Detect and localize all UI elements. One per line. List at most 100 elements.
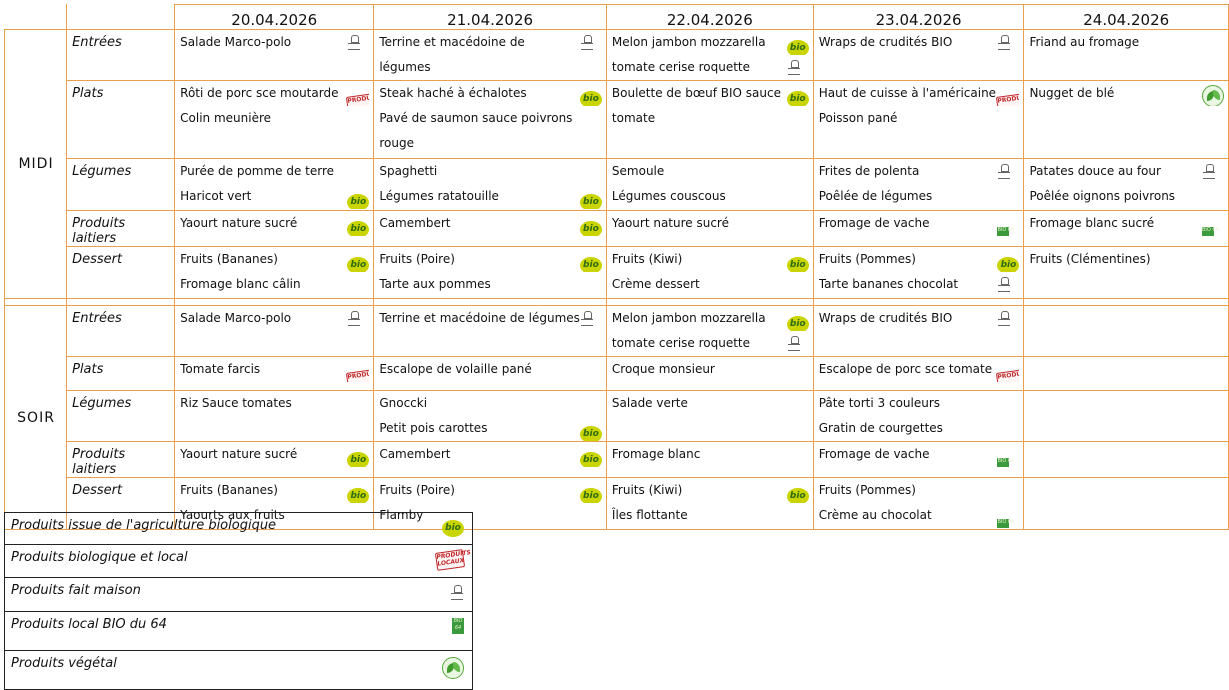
icon-slot: bio	[347, 482, 370, 503]
legend-icon-slot	[442, 657, 464, 683]
bio-icon: bio	[786, 488, 809, 503]
icon-slot: bio	[579, 446, 602, 467]
legend-item: Produits fait maison	[4, 577, 473, 612]
menu-cell: Yaourt nature sucré	[605, 210, 814, 247]
menu-cell: Spaghetti Légumes ratatouille bio	[373, 158, 607, 211]
dish-item: Croque monsieur	[612, 358, 809, 383]
icon-slot: bio	[786, 251, 809, 272]
menu-cell	[1023, 356, 1229, 391]
dish-name: Boulette de bœuf BIO sauce	[611, 86, 781, 100]
icon-slot	[787, 59, 807, 76]
dish-name: Wraps de crudités BIO	[818, 311, 953, 325]
separator-row	[3, 298, 1229, 306]
dish-item: Légumes couscous	[612, 184, 809, 209]
bio-icon: bio	[579, 194, 602, 209]
dish-item: Poêlée oignons poivrons	[1029, 184, 1224, 209]
bio-icon: bio	[347, 452, 370, 467]
soir-label: SOIR	[3, 305, 68, 530]
icon-slot: bio	[579, 420, 602, 441]
fait-maison-icon	[997, 276, 1011, 292]
dish-item: Fruits (Bananes) bio	[180, 479, 370, 503]
dish-name: Fruits (Pommes)	[818, 483, 916, 497]
dish-item: Yaourt nature sucré	[612, 212, 809, 237]
dish-item: Escalope de volaille pané	[379, 358, 602, 383]
dish-item: Pâte torti 3 couleurs	[819, 392, 1020, 417]
icon-slot	[997, 276, 1017, 293]
menu-cell	[1023, 390, 1229, 442]
dish-name: Melon jambon mozzarella	[611, 35, 766, 49]
menu-cell: Fruits (Kiwi) bio Crème dessert	[605, 246, 814, 299]
soir-row-0: SOIR Entrées Salade Marco-polo Terrine et m…	[3, 305, 1229, 530]
icon-slot: PRODUITS LOCAUX	[346, 361, 370, 382]
menu-cell: Melon jambon mozzarella bio tomate cerise …	[605, 305, 814, 357]
midi-row-4: Dessert Fruits (Bananes) bio Fromage blanc …	[5, 246, 1229, 299]
dish-item: légumes	[379, 55, 602, 80]
dish-name: Poisson pané	[818, 111, 898, 125]
dish-name: Fruits (Poire)	[379, 252, 455, 266]
date-header-row: 20.04.2026 21.04.2026 22.04.2026 23.04.2026…	[3, 4, 1229, 30]
category-label: Entrées	[66, 305, 176, 357]
icon-slot: bio	[347, 188, 370, 209]
category-label: Plats	[66, 80, 176, 159]
dish-name: Riz Sauce tomates	[180, 396, 292, 410]
bio-icon: bio	[786, 316, 809, 331]
dish-name: Rôti de porc sce moutarde	[180, 86, 339, 100]
icon-slot: PRODUITS LOCAUX	[346, 85, 370, 106]
menu-cell: Patates douce au four Poêlée oignons poiv…	[1023, 158, 1229, 211]
menu-cell: Friand au fromage	[1023, 29, 1229, 81]
menu-cell	[1023, 441, 1229, 478]
dish-name: Purée de pomme de terre	[180, 164, 335, 178]
dish-item: Steak haché à échalotes bio	[379, 82, 602, 106]
fait-maison-icon	[997, 163, 1011, 179]
bio-icon: bio	[579, 221, 602, 236]
date-header: 24.04.2026	[1023, 4, 1229, 30]
category-label: Plats	[66, 356, 176, 391]
legend-row: Produits fait maison	[4, 577, 473, 612]
icon-slot: BIO 64	[997, 446, 1017, 467]
dish-item: Boulette de bœuf BIO sauce bio	[611, 82, 809, 106]
dish-name: Gratin de courgettes	[818, 421, 943, 435]
fait-maison-icon	[997, 310, 1011, 326]
menu-cell: Fromage de vache BIO 64	[812, 210, 1025, 247]
dish-item: Fruits (Poire) bio	[379, 479, 602, 503]
menu-cell: Fruits (Clémentines)	[1023, 246, 1229, 299]
dish-item: Fruits (Poire) bio	[379, 248, 602, 272]
menu-cell: Salade Marco-polo	[174, 29, 375, 81]
fait-maison-icon	[580, 34, 594, 50]
separator-cell	[1023, 298, 1229, 306]
bio-icon: bio	[579, 426, 602, 441]
dish-name: Fruits (Pommes)	[818, 252, 916, 266]
menu-cell: Yaourt nature sucré bio	[174, 441, 375, 478]
legend-label: Produits issue de l'agriculture biologiq…	[11, 518, 277, 533]
header-blank	[3, 4, 68, 30]
dish-name: Nugget de blé	[1029, 86, 1115, 100]
legend-icon-slot	[450, 584, 464, 604]
dish-name: tomate	[611, 111, 656, 125]
dish-item: Pavé de saumon sauce poivrons	[379, 106, 602, 131]
separator-cell	[812, 298, 1025, 306]
dish-name: Camembert	[379, 216, 451, 230]
bio-icon: bio	[786, 40, 809, 55]
bio-64-icon: BIO 64	[452, 618, 464, 634]
dish-name: Tomate farcis	[180, 362, 261, 376]
legend-row: Produits issue de l'agriculture biologiq…	[4, 512, 473, 545]
date-header: 22.04.2026	[605, 4, 814, 30]
bio-64-icon: BIO 64	[1202, 227, 1219, 236]
legend-item: Produits végétal	[4, 650, 473, 690]
menu-cell: Melon jambon mozzarella bio tomate cerise …	[605, 29, 814, 81]
menu-cell: Frites de polenta Poêlée de légumes	[812, 158, 1025, 211]
menu-cell: Fruits (Poire) bio Flamby	[373, 477, 607, 530]
dish-name: Salade Marco-polo	[180, 311, 292, 325]
dish-item: Spaghetti	[379, 160, 602, 185]
separator-cell	[3, 298, 68, 306]
icon-slot: bio	[579, 251, 602, 272]
dish-item: Wraps de crudités BIO	[818, 307, 1020, 332]
dish-name: Terrine et macédoine de	[379, 35, 525, 49]
dish-name: Crème au chocolat	[818, 508, 932, 522]
dish-name: Fromage blanc câlin	[180, 277, 301, 291]
legend-table: Produits issue de l'agriculture biologiq…	[4, 512, 473, 690]
dish-name: Fruits (Kiwi)	[611, 483, 683, 497]
bio-icon: bio	[347, 257, 370, 272]
dish-item: Rôti de porc sce moutarde PRODUITS LOCAUX	[180, 82, 370, 106]
